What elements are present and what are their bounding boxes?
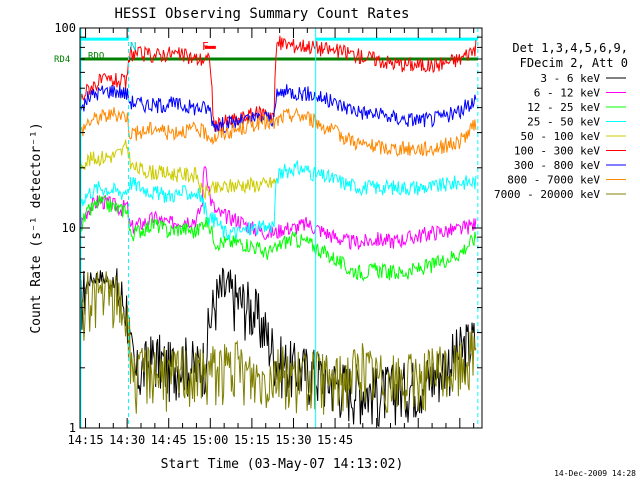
flag-label-rd4: RD4	[54, 55, 70, 65]
legend: Det 1,3,4,5,6,9, FDecim 2, Att 0 3 - 6 k…	[494, 41, 628, 201]
legend-entry-label-2: 12 - 25 keV	[527, 101, 600, 114]
y-axis-label: Count Rate (s⁻¹ detector⁻¹)	[29, 122, 44, 333]
footer-date: 14-Dec-2009 14:28	[554, 469, 636, 478]
x-tick-label-2: 14:45	[151, 433, 187, 447]
legend-entry-label-6: 300 - 800 keV	[514, 159, 600, 172]
marker-label-0: N	[130, 40, 137, 53]
legend-entry-label-3: 25 - 50 keV	[527, 116, 600, 129]
series-line-0	[80, 267, 477, 428]
x-tick-label-3: 15:00	[192, 433, 228, 447]
legend-entry-label-4: 50 - 100 keV	[521, 130, 601, 143]
axes-layer: RDO RD4 N F 14:15 14:30 14:45 15:00 15:15 15:30 15…	[54, 21, 483, 447]
y-tick-label-1: 10	[62, 221, 76, 235]
x-tick-label-1: 14:30	[109, 433, 145, 447]
x-tick-label-4: 15:15	[234, 433, 270, 447]
x-axis-label: Start Time (03-May-07 14:13:02)	[161, 457, 404, 472]
legend-entry-label-0: 3 - 6 keV	[540, 72, 600, 85]
y-tick-label-2: 100	[54, 21, 76, 35]
legend-entry-label-8: 7000 - 20000 keV	[494, 188, 600, 201]
legend-header-line-2: FDecim 2, Att 0	[520, 56, 628, 70]
flag-label-rdo: RDO	[88, 51, 104, 61]
series-line-6	[80, 84, 477, 134]
series-line-2	[80, 195, 477, 282]
legend-header-line-1: Det 1,3,4,5,6,9,	[512, 41, 628, 55]
legend-entry-label-5: 100 - 300 keV	[514, 145, 600, 158]
series-line-8	[80, 271, 477, 415]
marker-label-1: F	[202, 40, 209, 53]
series-line-7	[80, 107, 477, 158]
x-tick-label-0: 14:15	[67, 433, 103, 447]
series-line-4	[80, 139, 277, 201]
series-line-5	[80, 35, 477, 132]
x-tick-label-5: 15:30	[275, 433, 311, 447]
y-tick-label-0: 1	[69, 421, 76, 435]
series-layer	[80, 35, 477, 428]
x-tick-label-6: 15:45	[317, 433, 353, 447]
series-line-3	[80, 159, 477, 241]
legend-entry-label-7: 800 - 7000 keV	[507, 174, 600, 187]
chart-title: HESSI Observing Summary Count Rates	[114, 6, 409, 22]
legend-entry-label-1: 6 - 12 keV	[534, 87, 601, 100]
